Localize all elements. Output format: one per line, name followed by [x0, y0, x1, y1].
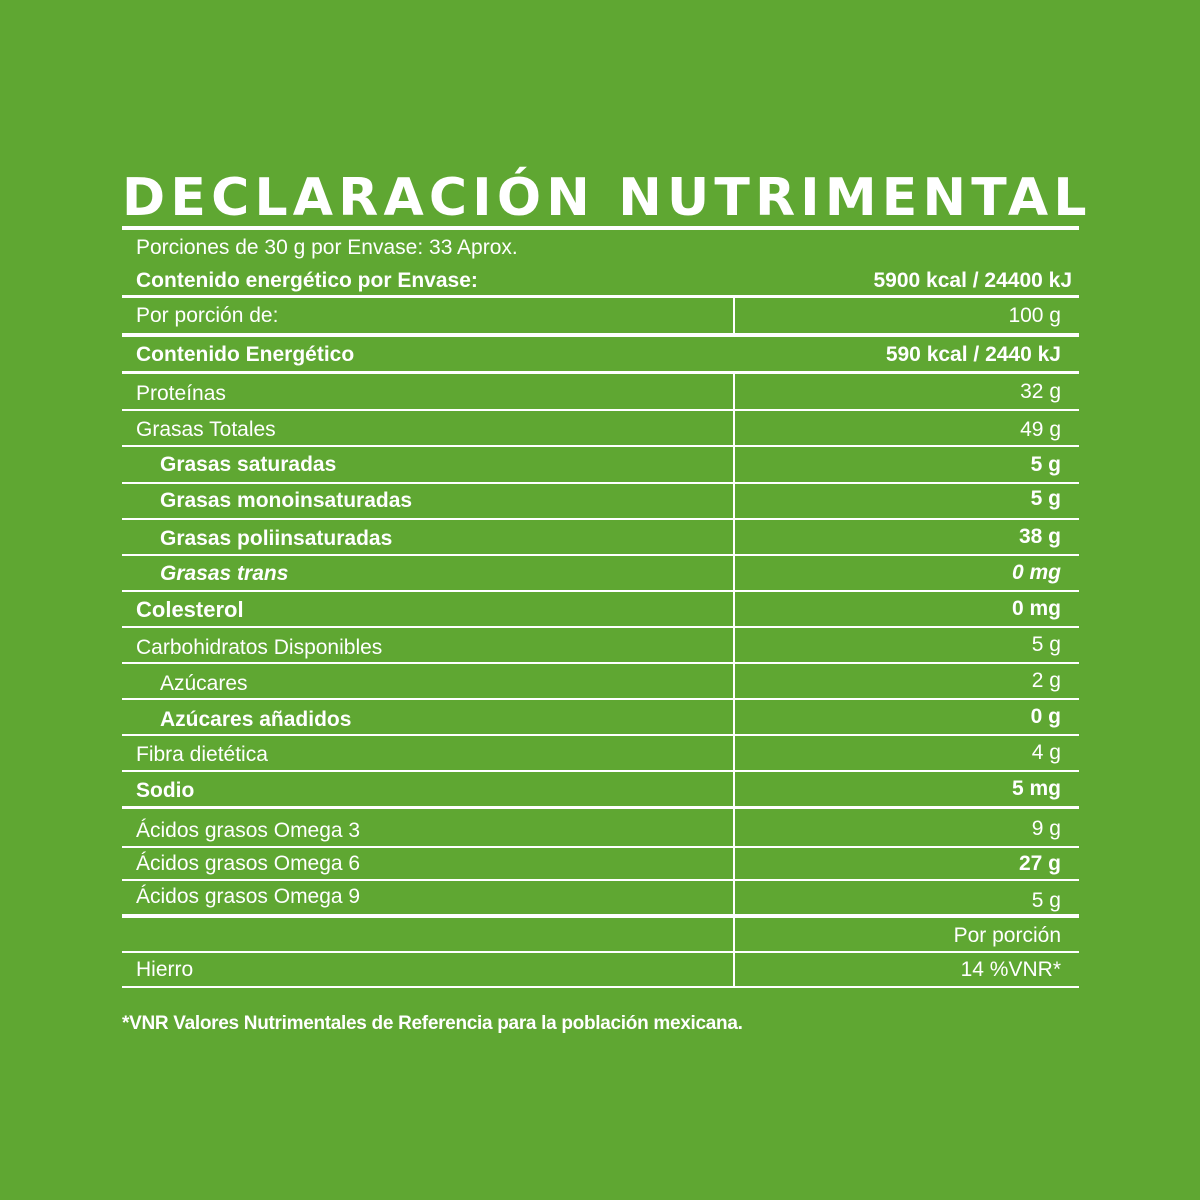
per-portion-label: Por porción de: [136, 304, 279, 327]
row-value-omega-6: 27 g [1018, 852, 1061, 875]
row-value-protein: 32 g [1020, 380, 1061, 403]
row-value-added-sugars: 0 g [1030, 705, 1061, 728]
row-label-omega-3: Ácidos grasos Omega 3 [136, 819, 361, 842]
row-label-added-sugars: Azúcares añadidos [160, 708, 352, 731]
divider [122, 846, 1079, 848]
column-divider [733, 918, 735, 986]
row-value-fiber: 4 g [1031, 741, 1061, 764]
divider [122, 295, 1079, 298]
row-value-total-fat: 49 g [1020, 418, 1061, 441]
page-title: DECLARACIÓN NUTRIMENTAL [122, 168, 1092, 228]
divider [122, 482, 1079, 484]
energy-per-package-value: 5900 kcal / 24400 kJ [873, 269, 1072, 292]
divider [122, 554, 1079, 556]
row-value-polyunsaturated-fat: 38 g [1018, 525, 1061, 548]
servings-text: Porciones de 30 g por Envase: 33 Aprox. [136, 236, 518, 259]
row-label-iron: Hierro [136, 958, 194, 981]
row-label-protein: Proteínas [136, 382, 226, 405]
row-label-omega-9: Ácidos grasos Omega 9 [136, 885, 361, 908]
divider [122, 951, 1079, 953]
row-value-omega-9: 5 g [1031, 889, 1061, 912]
row-label-trans-fat: Grasas trans [160, 562, 289, 585]
per-portion-value: 100 g [1008, 304, 1061, 327]
energy-per-package-label: Contenido energético por Envase: [136, 269, 478, 292]
row-label-saturated-fat: Grasas saturadas [160, 453, 337, 476]
row-label-polyunsaturated-fat: Grasas poliinsaturadas [160, 527, 393, 550]
row-label-carbohydrates: Carbohidratos Disponibles [136, 636, 383, 659]
row-value-monounsaturated-fat: 5 g [1030, 487, 1061, 510]
row-label-monounsaturated-fat: Grasas monoinsaturadas [160, 489, 413, 512]
column-divider [733, 298, 735, 333]
row-label-total-fat: Grasas Totales [136, 418, 276, 441]
divider [122, 518, 1079, 520]
row-value-energy: 590 kcal / 2440 kJ [885, 343, 1061, 366]
divider [122, 734, 1079, 736]
column-divider [733, 374, 735, 806]
divider [122, 662, 1079, 664]
footnote: *VNR Valores Nutrimentales de Referencia… [122, 1013, 743, 1034]
divider [122, 986, 1079, 988]
divider [122, 371, 1079, 374]
row-label-energy: Contenido Energético [136, 343, 355, 366]
row-value-iron: 14 %VNR* [960, 958, 1061, 981]
row-value-cholesterol: 0 mg [1011, 597, 1061, 620]
divider [122, 626, 1079, 628]
divider [122, 698, 1079, 700]
row-label-sugars: Azúcares [160, 672, 248, 695]
row-value-trans-fat: 0 mg [1011, 561, 1061, 584]
divider [122, 409, 1079, 411]
column-divider [733, 809, 735, 914]
divider [122, 806, 1079, 809]
row-value-saturated-fat: 5 g [1030, 453, 1061, 476]
row-value-carbohydrates: 5 g [1031, 633, 1061, 656]
row-label-fiber: Fibra dietética [136, 743, 268, 766]
row-label-sodium: Sodio [136, 779, 195, 802]
row-label-cholesterol: Colesterol [136, 597, 244, 622]
row-value-sugars: 2 g [1031, 669, 1061, 692]
row-label-omega-6: Ácidos grasos Omega 6 [136, 852, 361, 875]
divider [122, 770, 1079, 772]
vitamins-header: Por porción [953, 924, 1061, 947]
row-value-omega-3: 9 g [1031, 817, 1061, 840]
divider [122, 914, 1079, 918]
divider [122, 590, 1079, 592]
divider [122, 445, 1079, 447]
title-rule [122, 226, 1079, 230]
row-value-sodium: 5 mg [1011, 777, 1061, 800]
divider [122, 879, 1079, 881]
divider [122, 333, 1079, 337]
